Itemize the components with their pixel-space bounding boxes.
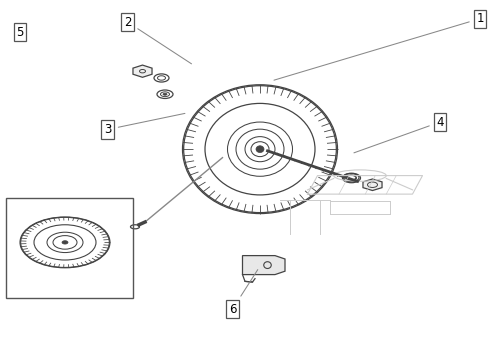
Text: 4: 4	[354, 116, 444, 153]
Text: 1: 1	[274, 12, 484, 80]
Text: 2: 2	[124, 16, 192, 64]
Text: 3: 3	[104, 114, 185, 136]
Ellipse shape	[62, 241, 68, 244]
Bar	[6, 198, 132, 298]
Polygon shape	[242, 256, 285, 275]
Text: 5: 5	[16, 26, 24, 39]
Polygon shape	[363, 179, 382, 191]
Text: 6: 6	[229, 270, 258, 316]
Ellipse shape	[163, 93, 167, 95]
Ellipse shape	[256, 146, 264, 153]
Polygon shape	[133, 65, 152, 77]
